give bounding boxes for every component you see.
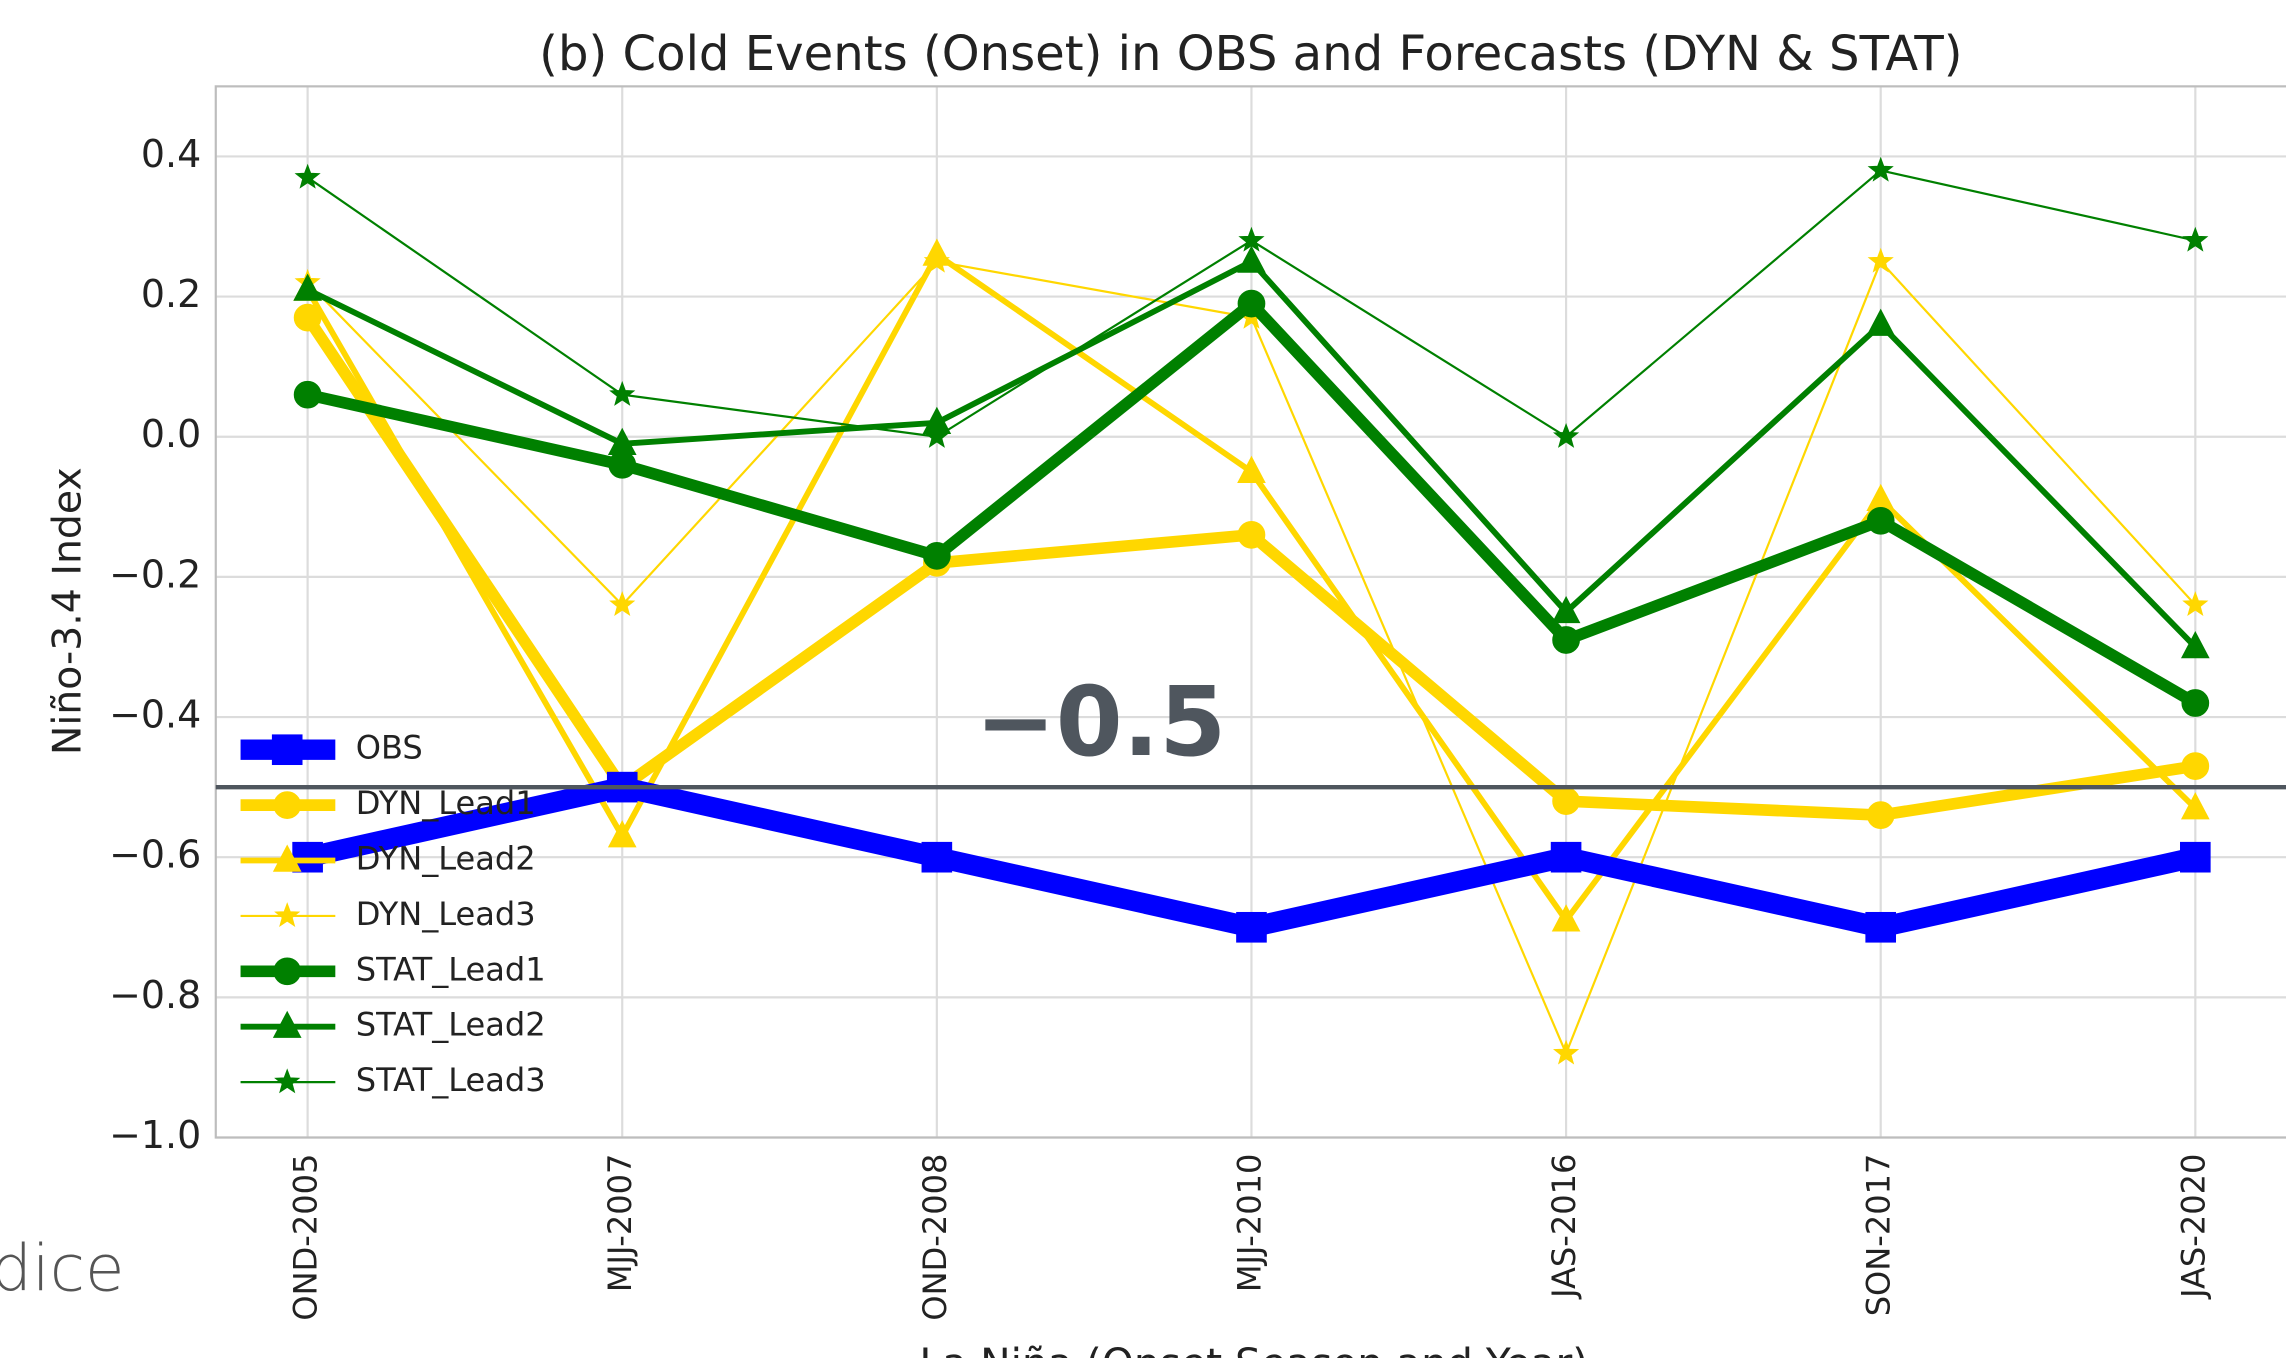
marker	[923, 542, 951, 570]
marker	[609, 591, 636, 617]
marker	[293, 380, 322, 409]
marker	[274, 1068, 301, 1094]
x-tick-label: MJJ-2007	[601, 1154, 639, 1293]
x-tick-label: MJJ-2010	[1230, 1154, 1268, 1293]
marker	[1238, 226, 1265, 252]
x-tick-label: JAS-2020	[2174, 1154, 2212, 1300]
y-tick-label: 0.2	[141, 272, 201, 316]
series	[293, 245, 2210, 659]
y-tick-label: −0.6	[109, 833, 201, 877]
series	[293, 289, 2210, 717]
marker	[1237, 289, 1266, 318]
legend-label: DYN_Lead3	[356, 895, 536, 933]
marker	[274, 902, 301, 928]
x-tick-label: OND-2005	[287, 1154, 325, 1321]
marker	[1866, 483, 1896, 512]
x-tick-label: OND-2008	[916, 1154, 954, 1321]
x-tick-label: JAS-2016	[1545, 1154, 1583, 1300]
legend-label: DYN_Lead1	[356, 784, 536, 822]
slide-text: dice	[0, 1232, 124, 1307]
marker	[607, 427, 637, 455]
chart-title: (b) Cold Events (Onset) in OBS and Forec…	[539, 26, 1962, 82]
marker	[2182, 591, 2209, 617]
marker	[1551, 904, 1581, 932]
y-tick-label: 0.4	[141, 132, 201, 176]
marker	[271, 734, 303, 766]
marker	[1552, 626, 1580, 654]
marker	[272, 844, 302, 872]
legend-label: OBS	[356, 729, 423, 767]
marker	[1867, 156, 1894, 182]
y-tick-label: −1.0	[109, 1113, 201, 1157]
marker	[1237, 245, 1266, 273]
marker	[1552, 787, 1580, 815]
marker	[1553, 1039, 1580, 1065]
marker	[607, 820, 637, 848]
reference-label: −0.5	[975, 666, 1226, 778]
marker	[921, 841, 953, 873]
marker	[273, 791, 302, 819]
marker	[923, 247, 950, 273]
marker	[1866, 506, 1895, 535]
marker	[1237, 455, 1266, 484]
marker	[2182, 226, 2209, 252]
marker	[1553, 422, 1580, 448]
marker	[1550, 841, 1582, 873]
y-tick-label: −0.2	[109, 552, 201, 596]
marker	[2180, 841, 2211, 873]
marker	[2181, 752, 2210, 780]
x-axis-label: La Niña (Onset Season and Year)	[919, 1339, 1588, 1358]
marker	[1867, 247, 1894, 273]
marker	[1237, 521, 1266, 549]
legend-label: STAT_Lead1	[356, 950, 546, 988]
legend-label: STAT_Lead3	[356, 1061, 546, 1099]
y-axis-label: Niño-3.4 Index	[44, 467, 90, 755]
marker	[272, 1010, 302, 1038]
marker	[1866, 308, 1896, 336]
x-tick-label: SON-2017	[1860, 1154, 1898, 1317]
marker	[2181, 689, 2210, 717]
marker	[1866, 801, 1895, 830]
y-tick-label: −0.4	[109, 693, 201, 737]
marker	[294, 163, 321, 189]
marker	[609, 380, 636, 406]
y-tick-label: 0.0	[141, 412, 201, 456]
marker	[923, 422, 950, 448]
y-tick-label: −0.8	[109, 973, 201, 1017]
marker	[2180, 792, 2210, 820]
legend-label: DYN_Lead2	[356, 840, 536, 878]
marker	[293, 273, 322, 301]
marker	[273, 957, 302, 986]
marker	[2180, 630, 2210, 659]
plot-frame	[214, 85, 2286, 1139]
series	[294, 156, 2209, 448]
marker	[1551, 595, 1581, 624]
marker	[1236, 911, 1267, 943]
marker	[1865, 911, 1897, 943]
legend-label: STAT_Lead2	[356, 1006, 546, 1044]
marker	[608, 450, 637, 479]
